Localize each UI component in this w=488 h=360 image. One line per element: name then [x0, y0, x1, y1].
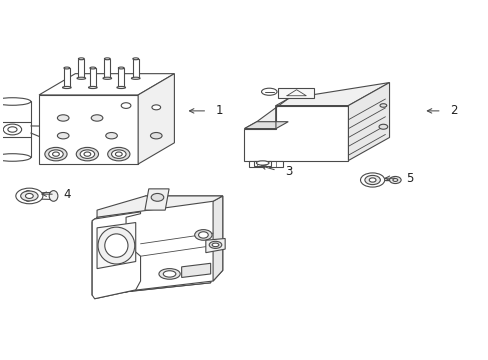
Ellipse shape	[98, 227, 135, 264]
Ellipse shape	[261, 88, 276, 95]
Polygon shape	[92, 196, 223, 295]
Ellipse shape	[16, 188, 43, 204]
Ellipse shape	[107, 147, 130, 161]
Polygon shape	[244, 122, 287, 129]
Ellipse shape	[45, 147, 67, 161]
Ellipse shape	[117, 86, 125, 89]
Polygon shape	[268, 161, 283, 167]
Ellipse shape	[90, 67, 96, 69]
Ellipse shape	[121, 103, 131, 108]
Ellipse shape	[104, 234, 128, 257]
Ellipse shape	[80, 150, 95, 158]
Text: 2: 2	[449, 104, 457, 117]
Ellipse shape	[152, 105, 160, 110]
Polygon shape	[97, 222, 136, 269]
Ellipse shape	[360, 173, 384, 187]
Ellipse shape	[163, 271, 176, 277]
Polygon shape	[144, 189, 169, 210]
Ellipse shape	[133, 58, 138, 60]
Ellipse shape	[368, 178, 375, 182]
Polygon shape	[244, 105, 348, 161]
Polygon shape	[249, 161, 264, 167]
Ellipse shape	[256, 161, 268, 165]
Polygon shape	[97, 196, 223, 217]
Polygon shape	[181, 263, 210, 278]
Ellipse shape	[131, 77, 140, 79]
Ellipse shape	[379, 104, 386, 107]
Polygon shape	[118, 68, 124, 87]
Polygon shape	[90, 68, 96, 87]
Ellipse shape	[0, 98, 31, 105]
Ellipse shape	[378, 124, 387, 129]
Polygon shape	[138, 74, 174, 164]
Polygon shape	[39, 95, 138, 164]
Polygon shape	[95, 269, 213, 299]
Polygon shape	[104, 59, 110, 78]
Polygon shape	[92, 212, 140, 299]
Polygon shape	[133, 59, 138, 78]
Polygon shape	[78, 59, 84, 78]
Ellipse shape	[198, 232, 208, 238]
Ellipse shape	[111, 150, 126, 158]
Ellipse shape	[103, 77, 111, 79]
Ellipse shape	[0, 154, 31, 161]
Polygon shape	[348, 82, 389, 161]
Ellipse shape	[91, 115, 102, 121]
Polygon shape	[278, 87, 314, 98]
Ellipse shape	[104, 58, 110, 60]
Ellipse shape	[3, 124, 21, 135]
Text: 4: 4	[63, 188, 71, 201]
Polygon shape	[39, 74, 174, 95]
Ellipse shape	[78, 58, 84, 60]
Ellipse shape	[194, 230, 212, 240]
Ellipse shape	[64, 67, 70, 69]
Ellipse shape	[209, 241, 222, 248]
Ellipse shape	[150, 132, 162, 139]
Ellipse shape	[389, 176, 400, 184]
Ellipse shape	[212, 243, 219, 247]
Text: 1: 1	[215, 104, 223, 117]
Ellipse shape	[84, 152, 91, 156]
Polygon shape	[253, 161, 271, 166]
Polygon shape	[0, 102, 31, 157]
Ellipse shape	[25, 193, 33, 198]
Polygon shape	[64, 68, 70, 87]
Text: 3: 3	[285, 165, 292, 177]
Ellipse shape	[53, 152, 59, 156]
Polygon shape	[244, 82, 389, 129]
Ellipse shape	[8, 127, 17, 132]
Polygon shape	[28, 192, 53, 199]
Polygon shape	[213, 196, 223, 281]
Ellipse shape	[105, 132, 117, 139]
Ellipse shape	[77, 77, 85, 79]
Ellipse shape	[76, 147, 98, 161]
Ellipse shape	[364, 175, 380, 185]
Text: 5: 5	[406, 172, 413, 185]
Ellipse shape	[57, 132, 69, 139]
Polygon shape	[92, 201, 213, 295]
Ellipse shape	[159, 269, 180, 279]
Polygon shape	[140, 201, 213, 281]
Ellipse shape	[151, 193, 163, 201]
Ellipse shape	[49, 191, 58, 201]
Ellipse shape	[62, 86, 71, 89]
Ellipse shape	[88, 86, 97, 89]
Polygon shape	[205, 238, 224, 253]
Ellipse shape	[23, 191, 32, 201]
Ellipse shape	[115, 152, 122, 156]
Ellipse shape	[49, 150, 63, 158]
Ellipse shape	[20, 191, 38, 201]
Ellipse shape	[118, 67, 124, 69]
Ellipse shape	[57, 115, 69, 121]
Ellipse shape	[392, 179, 397, 181]
